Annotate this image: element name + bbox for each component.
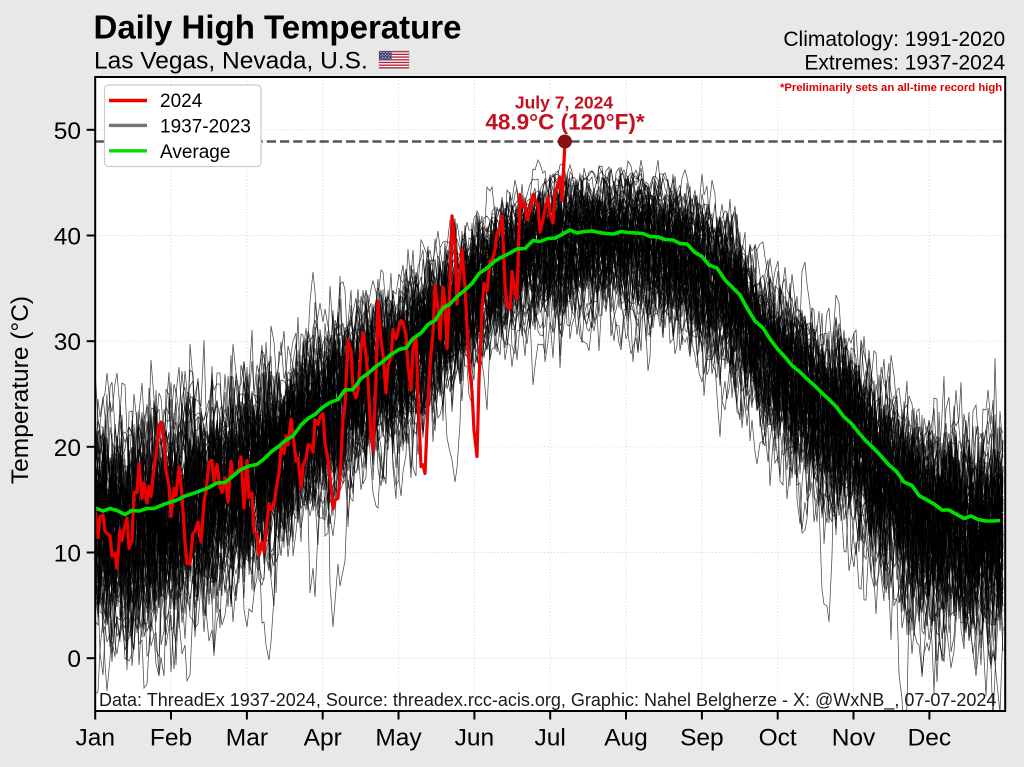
- svg-text:Climatology: 1991-2020: Climatology: 1991-2020: [783, 28, 1005, 51]
- svg-text:0: 0: [67, 646, 81, 673]
- svg-text:20: 20: [54, 435, 81, 462]
- svg-text:Data: ThreadEx 1937-2024, Sour: Data: ThreadEx 1937-2024, Source: thread…: [99, 690, 996, 711]
- svg-text:Aug: Aug: [604, 725, 648, 752]
- svg-text:Las Vegas, Nevada, U.S.: Las Vegas, Nevada, U.S.: [94, 48, 368, 75]
- svg-text:30: 30: [54, 329, 81, 356]
- svg-text:1937-2023: 1937-2023: [160, 117, 251, 138]
- svg-text:Oct: Oct: [759, 725, 797, 752]
- svg-text:Sep: Sep: [680, 725, 724, 752]
- svg-text:Feb: Feb: [150, 725, 192, 752]
- svg-text:May: May: [375, 725, 422, 752]
- svg-text:Mar: Mar: [226, 725, 268, 752]
- svg-text:48.9°C (120°F)*: 48.9°C (120°F)*: [485, 110, 645, 135]
- svg-text:Nov: Nov: [832, 725, 876, 752]
- svg-text:10: 10: [54, 541, 81, 568]
- svg-text:Jan: Jan: [75, 725, 115, 752]
- svg-text:July 7, 2024: July 7, 2024: [515, 93, 614, 113]
- svg-text:*Preliminarily sets an all-tim: *Preliminarily sets an all-time record h…: [780, 82, 1002, 94]
- svg-text:Jul: Jul: [535, 725, 566, 752]
- svg-text:50: 50: [54, 118, 81, 145]
- svg-text:Extremes: 1937-2024: Extremes: 1937-2024: [804, 52, 1005, 75]
- svg-text:Temperature (°C): Temperature (°C): [7, 296, 34, 484]
- svg-text:Jun: Jun: [455, 725, 495, 752]
- svg-text:Average: Average: [160, 142, 230, 163]
- svg-text:40: 40: [54, 224, 81, 251]
- svg-text:Daily High Temperature: Daily High Temperature: [94, 9, 462, 46]
- svg-text:Dec: Dec: [908, 725, 952, 752]
- svg-text:2024: 2024: [160, 91, 203, 112]
- svg-text:Apr: Apr: [304, 725, 342, 752]
